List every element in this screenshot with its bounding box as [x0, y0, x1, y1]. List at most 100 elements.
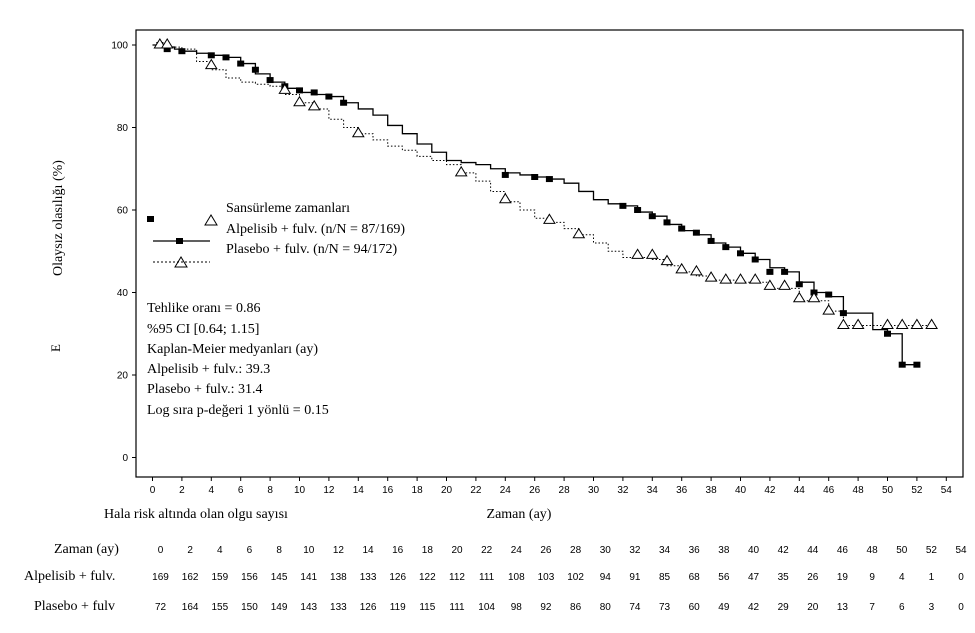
risk-table-cell-plasebo: 126	[360, 602, 377, 613]
censor-mark-alpelisib	[707, 237, 715, 244]
plot-frame	[135, 29, 964, 478]
censor-mark-plasebo	[719, 273, 733, 284]
risk-table-cell-plasebo: 13	[837, 602, 849, 613]
risk-table-time: 14	[362, 545, 374, 556]
risk-table-cell-plasebo: 20	[807, 602, 819, 613]
risk-table-cell-alpelisib: 156	[241, 572, 258, 583]
y-axis: 0 20 40 60 80 100	[111, 41, 136, 464]
risk-table-time: 42	[778, 545, 790, 556]
risk-table-cell-plasebo: 80	[600, 602, 612, 613]
risk-table-cell-alpelisib: 26	[807, 572, 819, 583]
risk-table-cell-plasebo: 42	[748, 602, 760, 613]
risk-table-cell-plasebo: 60	[689, 602, 701, 613]
censor-mark-alpelisib	[251, 66, 259, 73]
censor-mark-plasebo	[293, 95, 306, 107]
legend-marker-plasebo	[174, 256, 188, 268]
censor-mark-plasebo	[690, 264, 703, 276]
y-tick-label: 0	[122, 453, 128, 464]
risk-table-time: 48	[867, 545, 879, 556]
censor-mark-plasebo	[204, 58, 218, 70]
x-tick-label: 34	[647, 485, 659, 496]
risk-table-cell-alpelisib: 162	[182, 572, 199, 583]
risk-table-cell-alpelisib: 111	[479, 572, 495, 583]
censor-mark-alpelisib	[310, 89, 318, 96]
plot-border	[135, 29, 964, 478]
risk-table-cell-alpelisib: 133	[360, 572, 377, 583]
censor-mark-alpelisib	[825, 291, 833, 298]
censor-mark-plasebo	[351, 126, 365, 138]
risk-table-header-label: Zaman (ay)	[54, 542, 119, 557]
risk-table-cell-plasebo: 143	[300, 602, 317, 613]
censor-mark-plasebo	[895, 318, 909, 329]
risk-table-time: 54	[955, 545, 967, 556]
risk-table-cell-alpelisib: 85	[659, 572, 671, 583]
x-tick-label: 46	[823, 485, 835, 496]
censor-mark-plasebo	[792, 291, 806, 303]
risk-table-cell-alpelisib: 9	[869, 572, 875, 583]
x-tick-label: 2	[179, 485, 185, 496]
risk-table-cell-plasebo: 115	[419, 602, 435, 613]
censor-mark-plasebo	[778, 279, 791, 290]
censor-mark-plasebo	[675, 262, 689, 274]
y-tick-label: 60	[117, 206, 129, 217]
risk-table-time: 36	[689, 545, 701, 556]
risk-table-cell-alpelisib: 126	[389, 572, 406, 583]
risk-table-cell-alpelisib: 102	[567, 572, 584, 583]
stat-median-plasebo: Plasebo + fulv.: 31.4	[147, 382, 262, 397]
risk-table-cell-plasebo: 86	[570, 602, 582, 613]
risk-table-cell-plasebo: 6	[899, 602, 905, 613]
risk-table-cell-plasebo: 150	[241, 602, 258, 613]
risk-table-cell-alpelisib: 122	[419, 572, 436, 583]
risk-table-cell-alpelisib: 138	[330, 572, 347, 583]
risk-table-cell-alpelisib: 145	[271, 572, 288, 583]
y-tick-label: 20	[117, 371, 129, 382]
risk-table-time: 28	[570, 545, 582, 556]
censor-mark-alpelisib	[722, 244, 730, 251]
censor-mark-plasebo	[910, 318, 924, 329]
stat-confidence-interval: %95 CI [0.64; 1.15]	[147, 322, 259, 337]
risk-table-time: 44	[807, 545, 819, 556]
legend-censor-square-marker	[147, 216, 154, 222]
legend-item-alpelisib: Alpelisib + fulv. (n/N = 87/169)	[226, 222, 405, 237]
censor-mark-alpelisib	[531, 174, 539, 180]
risk-table-time: 32	[629, 545, 641, 556]
x-tick-label: 50	[882, 485, 894, 496]
curve-plasebo	[152, 44, 932, 326]
censor-mark-plasebo	[160, 38, 174, 49]
risk-table-cell-alpelisib: 112	[449, 572, 465, 583]
censor-mark-alpelisib	[222, 54, 230, 61]
risk-table-time: 6	[247, 545, 253, 556]
risk-table-cell-plasebo: 49	[718, 602, 730, 613]
y-axis-label-prefix: E	[48, 344, 63, 352]
censor-mark-alpelisib	[207, 52, 215, 59]
risk-table-cell-plasebo: 29	[778, 602, 790, 613]
x-tick-label: 8	[267, 485, 273, 496]
censor-mark-plasebo	[881, 318, 894, 329]
x-tick-label: 28	[559, 485, 571, 496]
x-tick-label: 54	[941, 485, 953, 496]
risk-table-cell-alpelisib: 1	[929, 572, 935, 583]
risk-table-time: 20	[451, 545, 463, 556]
censor-mark-plasebo	[748, 273, 762, 284]
x-tick-label: 4	[209, 485, 215, 496]
x-tick-label: 6	[238, 485, 244, 496]
y-tick-label: 100	[111, 41, 128, 52]
risk-table-time: 52	[926, 545, 938, 556]
risk-table-time: 18	[422, 545, 434, 556]
censor-mark-alpelisib	[913, 361, 921, 368]
risk-table-cell-plasebo: 73	[659, 602, 671, 613]
risk-table-time: 2	[187, 545, 193, 556]
risk-table-time: 8	[276, 545, 282, 556]
risk-table-cell-alpelisib: 4	[899, 572, 905, 583]
censor-mark-plasebo	[660, 254, 674, 266]
censor-mark-plasebo	[454, 165, 468, 177]
stat-log-rank-p: Log sıra p-değeri 1 yönlü = 0.15	[147, 403, 329, 418]
risk-table-cell-plasebo: 111	[449, 602, 465, 613]
risk-table-cell-plasebo: 98	[511, 602, 523, 613]
risk-table: Zaman (ay) Alpelisib + fulv. Plasebo + f…	[24, 542, 967, 614]
censor-mark-plasebo	[645, 248, 659, 259]
censor-mark-plasebo	[631, 248, 644, 259]
risk-table-cell-alpelisib: 47	[748, 572, 760, 583]
x-tick-label: 0	[150, 485, 156, 496]
